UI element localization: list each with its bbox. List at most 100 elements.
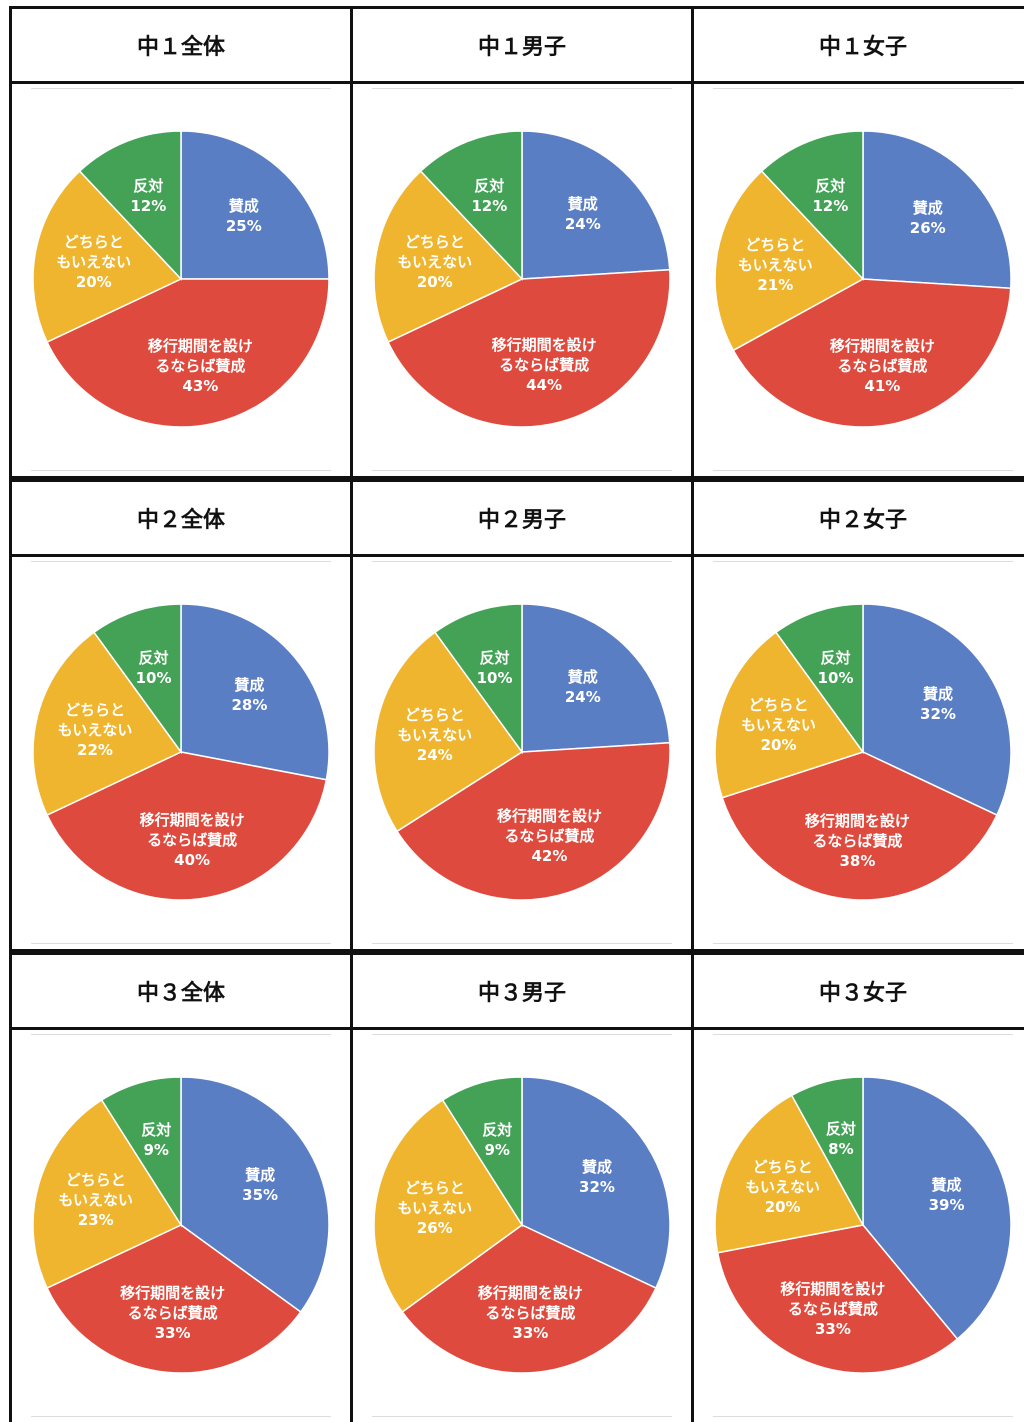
slice-label: 賛成 26%	[910, 198, 946, 238]
rule	[372, 88, 672, 89]
slice-percent: 38%	[839, 851, 876, 870]
pie-slice	[732, 278, 1012, 428]
pie-slice	[714, 1094, 865, 1254]
rule	[713, 1416, 1013, 1417]
slice-name: 賛成	[912, 199, 943, 218]
rule	[31, 88, 331, 89]
pie-slice	[433, 603, 523, 755]
slice-name: 賛成	[581, 1158, 612, 1177]
slice-percent: 20%	[764, 1198, 801, 1217]
slice-name: 反対	[482, 1120, 513, 1139]
slice-percent: 24%	[564, 688, 601, 707]
slice-label: 反対 10%	[477, 648, 513, 688]
pie-slice	[100, 1076, 182, 1228]
rule	[372, 561, 672, 562]
slice-percent: 20%	[75, 273, 112, 292]
slice-label: 移行期間を設けるならば賛成 40%	[140, 810, 245, 870]
slice-percent: 10%	[817, 668, 854, 687]
slice-label: 移行期間を設けるならば賛成 33%	[780, 1279, 885, 1339]
slice-label: 反対 8%	[826, 1119, 856, 1159]
slice-label: 移行期間を設けるならば賛成 43%	[148, 336, 253, 396]
slice-label: 賛成 25%	[226, 196, 262, 236]
slice-percent: 33%	[512, 1324, 549, 1343]
slice-name: 反対	[815, 177, 846, 196]
slice-name: どちらともいえない	[397, 233, 473, 272]
cell-body	[691, 554, 1024, 952]
slice-label: どちらともいえない 22%	[57, 700, 133, 760]
slice-percent: 44%	[526, 376, 563, 394]
pie-slice	[862, 1076, 1012, 1341]
slice-percent: 32%	[579, 1178, 615, 1197]
slice-label: どちらともいえない 24%	[397, 705, 472, 765]
slice-percent: 20%	[416, 273, 453, 292]
slice-name: 移行期間を設けるならば賛成	[491, 336, 597, 374]
slice-name: 移行期間を設けるならば賛成	[120, 1284, 226, 1323]
slice-name: 移行期間を設けるならば賛成	[780, 1279, 886, 1318]
slice-name: 賛成	[567, 668, 598, 687]
slice-name: 賛成	[567, 195, 598, 214]
pie-slice	[774, 603, 864, 755]
rule	[372, 1034, 672, 1035]
slice-name: 反対	[141, 1120, 172, 1139]
rule	[31, 1034, 331, 1035]
slice-label: 反対 9%	[482, 1120, 512, 1160]
slice-label: 移行期間を設けるならば賛成 44%	[492, 335, 597, 395]
pie-slice	[78, 130, 182, 281]
slice-percent: 43%	[182, 376, 219, 395]
slice-percent: 32%	[920, 705, 956, 724]
slice-label: 賛成 24%	[565, 667, 601, 707]
slice-label: どちらともいえない 21%	[738, 235, 813, 295]
cell-body	[691, 81, 1024, 479]
slice-percent: 12%	[130, 197, 167, 216]
slice-percent: 9%	[143, 1140, 169, 1159]
slice-label: どちらともいえない 20%	[745, 1157, 820, 1217]
slice-name: 反対	[474, 177, 505, 196]
pie-slice	[716, 1224, 959, 1374]
cell-body	[691, 1027, 1024, 1422]
slice-label: どちらともいえない 20%	[741, 695, 816, 755]
rule	[31, 470, 331, 471]
slice-label: 賛成 28%	[231, 675, 267, 715]
pie-slice	[862, 603, 1012, 817]
slice-percent: 24%	[564, 215, 601, 234]
slice-percent: 24%	[416, 746, 453, 765]
slice-percent: 39%	[928, 1195, 965, 1214]
pie-slice	[32, 1099, 183, 1290]
pie-slice	[521, 603, 671, 753]
pie-slice	[721, 751, 998, 901]
slice-label: どちらともいえない 23%	[58, 1170, 133, 1230]
pie-slice	[180, 603, 330, 781]
slice-name: どちらともいえない	[737, 236, 813, 275]
slice-name: 反対	[138, 648, 169, 667]
slice-label: 賛成 39%	[929, 1175, 965, 1215]
slice-name: 反対	[825, 1119, 856, 1138]
slice-name: どちらともいえない	[745, 1158, 820, 1197]
slice-name: 賛成	[228, 197, 259, 216]
slice-percent: 12%	[812, 197, 849, 216]
slice-label: 移行期間を設けるならば賛成 41%	[830, 336, 935, 396]
slice-percent: 40%	[174, 851, 211, 870]
pie-slice	[32, 631, 183, 817]
slice-percent: 8%	[828, 1139, 854, 1158]
slice-percent: 42%	[531, 847, 568, 866]
pie-slice	[401, 1224, 657, 1374]
pie-slice	[714, 170, 865, 352]
slice-name: どちらともいえない	[397, 1179, 473, 1218]
slice-label: 反対 12%	[812, 176, 848, 216]
pie-slice	[180, 1076, 330, 1314]
slice-percent: 33%	[814, 1319, 851, 1338]
slice-name: 移行期間を設けるならば賛成	[804, 811, 910, 850]
slice-percent: 22%	[77, 740, 113, 759]
slice-percent: 26%	[909, 219, 946, 238]
slice-name: どちらともいえない	[57, 700, 133, 739]
slice-label: どちらともいえない 20%	[56, 232, 131, 292]
slice-name: 反対	[133, 177, 164, 196]
slice-percent: 26%	[416, 1219, 453, 1238]
slice-name: 移行期間を設けるならば賛成	[829, 336, 935, 375]
pie-slice	[32, 170, 183, 344]
